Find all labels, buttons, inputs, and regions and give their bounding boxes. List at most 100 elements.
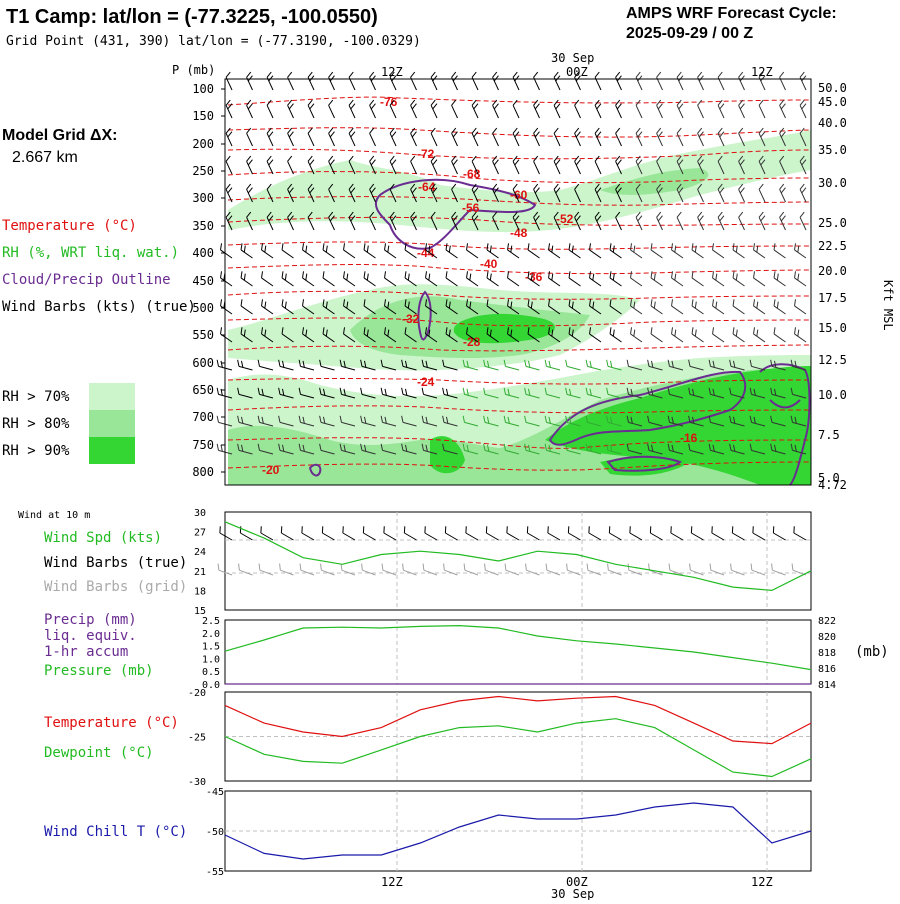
pressure-units: (mb) — [855, 644, 889, 660]
wind-ytick: 27 — [194, 528, 206, 539]
pressure-ytick: 820 — [818, 632, 836, 643]
windchill-ytick: -50 — [206, 827, 224, 838]
height-tick-label: 17.5 — [818, 291, 847, 305]
height-tick-label: 10.0 — [818, 388, 847, 402]
temp-label: -48 — [510, 226, 528, 240]
wind-barb-flag — [327, 72, 334, 77]
cross-section-panel: -76 -72 -68 -64 -60 -56 -52 -48 -44 -40 … — [216, 72, 812, 485]
date-label-bottom: 30 Sep — [551, 887, 594, 900]
rh80-label: RH > 80% — [2, 416, 70, 432]
date-label-top: 30 Sep — [551, 51, 594, 65]
height-tick-label: 22.5 — [818, 239, 847, 253]
rh70-label: RH > 70% — [2, 389, 70, 405]
wind-barb-flag — [409, 72, 416, 77]
temp-label: -32 — [402, 312, 420, 326]
pressure-axis-label: P (mb) — [172, 63, 215, 77]
height-tick-label: 35.0 — [818, 143, 847, 157]
pressure-tick-label: 600 — [192, 356, 214, 370]
pressure-tick-label: 500 — [192, 301, 214, 315]
temp-label: -16 — [680, 431, 698, 445]
wind-ytick: 21 — [194, 567, 206, 578]
wind-barb-flag — [614, 72, 621, 77]
windchill-ytick: -45 — [206, 787, 224, 798]
legend-cloud-outline: Cloud/Precip Outline — [2, 272, 171, 288]
temp-ytick: -30 — [188, 777, 206, 788]
wind-barb-flag — [266, 72, 273, 77]
pressure-ytick: 814 — [818, 680, 836, 691]
precip-ytick: 0.5 — [202, 667, 220, 678]
temp-label: -40 — [480, 257, 498, 271]
wind-barb-flag — [218, 271, 224, 278]
pressure-tick-label: 400 — [192, 246, 214, 260]
rh80-swatch — [89, 410, 135, 437]
pressure-tick-label: 100 — [192, 82, 214, 96]
model-grid-label: Model Grid ΔX: — [2, 127, 118, 144]
wind-barb-flag — [655, 72, 662, 77]
wind-barb-flag — [225, 72, 232, 77]
dewpoint-legend: Dewpoint (°C) — [44, 745, 154, 761]
pressure-ytick: 818 — [818, 648, 836, 659]
wind-panel-title: Wind at 10 m — [18, 510, 90, 521]
grid-wind-barb-flag — [216, 564, 221, 571]
height-tick-label: 45.0 — [818, 95, 847, 109]
wind-ytick: 18 — [194, 586, 206, 597]
panel-frame — [225, 620, 811, 684]
time-tick-top: 12Z — [381, 65, 403, 79]
height-tick-label: 40.0 — [818, 116, 847, 130]
wind-barb-flag — [717, 72, 724, 77]
true-wind-barb-flag — [217, 526, 223, 533]
panel-frame — [225, 512, 811, 610]
wind-barb-flag — [594, 72, 601, 77]
wind-barb-flag — [450, 72, 457, 77]
pressure-tick-label: 150 — [192, 109, 214, 123]
wind-barb-flag — [491, 72, 498, 77]
precip-ytick: 1.5 — [202, 642, 220, 653]
height-tick-label: 25.0 — [818, 216, 847, 230]
temp-ytick: -25 — [188, 733, 206, 744]
height-tick-label: 20.0 — [818, 264, 847, 278]
temp-label: -24 — [417, 375, 435, 389]
precip-legend: Precip (mm) — [44, 612, 137, 628]
grid-point-subtitle: Grid Point (431, 390) lat/lon = (-77.319… — [6, 34, 421, 49]
temp-label: -68 — [463, 167, 481, 181]
windchill-legend: Wind Chill T (°C) — [44, 824, 187, 840]
wind-barb-flag — [430, 72, 437, 77]
wind-barb-flag — [218, 299, 224, 306]
height-tick-label: 50.0 — [818, 81, 847, 95]
legend-wind-barbs: Wind Barbs (kts) (true) — [2, 299, 196, 315]
rh90-swatch — [89, 437, 135, 464]
height-tick-label: 7.5 — [818, 428, 840, 442]
product-title: AMPS WRF Forecast Cycle: — [626, 5, 837, 22]
legend-rh: RH (%, WRT liq. wat.) — [2, 245, 179, 261]
temp-label: -20 — [262, 463, 280, 477]
temp-label: -72 — [417, 147, 435, 161]
temp-label: -52 — [556, 212, 574, 226]
pressure-ytick: 816 — [818, 664, 836, 675]
pressure-tick-label: 550 — [192, 328, 214, 342]
rh70-swatch — [89, 383, 135, 410]
rh90-label: RH > 90% — [2, 443, 70, 459]
wind-barb-flag — [216, 416, 220, 423]
wind-barb-flag — [778, 72, 785, 77]
wind-ytick: 30 — [194, 508, 206, 519]
wind-barb-flag — [307, 72, 314, 77]
wind-barb-flag — [676, 72, 683, 77]
pressure-tick-label: 300 — [192, 191, 214, 205]
wind-barb-flag — [216, 388, 220, 395]
pressure-tick-label: 750 — [192, 438, 214, 452]
pressure-ticks: 1001502002503003504004505005506006507007… — [192, 82, 225, 479]
wind-barb-flag — [799, 72, 806, 77]
temp-label: -76 — [380, 95, 398, 109]
time-tick-bottom: 12Z — [381, 875, 403, 889]
height-ticks: 50.045.040.035.030.025.022.520.017.515.0… — [818, 81, 847, 492]
forecast-cycle: 2025-09-29 / 00 Z — [626, 25, 753, 42]
windchill-ytick: -55 — [206, 867, 224, 878]
model-grid-value: 2.667 km — [12, 149, 78, 166]
temp-label: -56 — [462, 201, 480, 215]
legend-temperature: Temperature (°C) — [2, 218, 137, 234]
pressure-tick-label: 200 — [192, 137, 214, 151]
wind-barb-flag — [532, 72, 539, 77]
time-tick-top: 00Z — [566, 65, 588, 79]
